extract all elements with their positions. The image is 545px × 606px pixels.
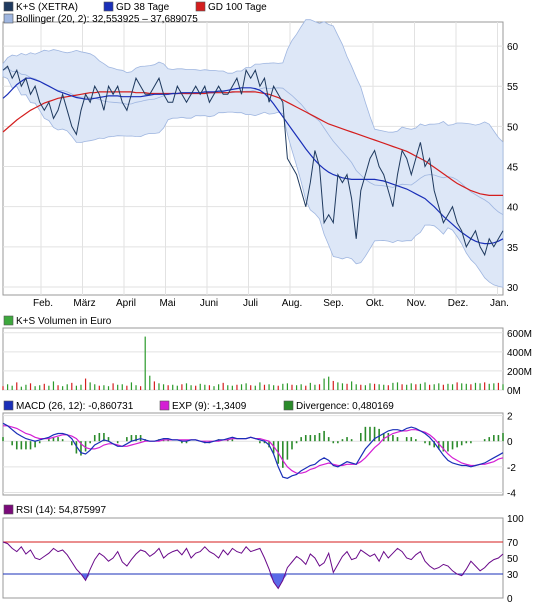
- rsi-y-tick-0: 0: [507, 594, 513, 605]
- price-month-label-5: Juli: [243, 298, 258, 309]
- volume-y-tick-3: 600M: [507, 329, 532, 340]
- rsi-panel-frame: [2, 517, 504, 599]
- rsi-y-tick-3: 70: [507, 538, 519, 549]
- price-month-label-0: Feb.: [33, 298, 53, 309]
- bollinger-band: [2, 19, 504, 288]
- price-legend-label-1: GD 38 Tage: [116, 2, 170, 13]
- price-legend-label-2: GD 100 Tage: [208, 2, 267, 13]
- gd38-line: [2, 77, 504, 245]
- rsi-y-tick-1: 30: [507, 570, 519, 581]
- price-month-label-6: Aug.: [282, 298, 303, 309]
- macd-y-tick-2: 0: [507, 437, 513, 448]
- volume-y-tick-0: 0M: [507, 386, 521, 397]
- rsi-legend-swatch-0: [3, 504, 14, 515]
- price-month-label-3: Mai: [159, 298, 175, 309]
- price-y-tick-5: 55: [507, 82, 519, 93]
- macd-legend-swatch-1: [159, 400, 170, 411]
- bollinger-middle: [2, 67, 504, 216]
- price-month-label-11: Jan.: [490, 298, 509, 309]
- price-y-tick-3: 45: [507, 163, 519, 174]
- macd-legend-swatch-0: [3, 400, 14, 411]
- volume-panel-frame: [2, 327, 504, 391]
- price-month-label-2: April: [116, 298, 136, 309]
- price-month-label-8: Okt.: [366, 298, 384, 309]
- rsi-legend-label-0: RSI (14): 54,875997: [16, 505, 106, 516]
- macd-y-tick-1: -2: [507, 463, 516, 474]
- rsi-line: [2, 541, 504, 590]
- bollinger-legend-label-0: Bollinger (20, 2): 32,553925 – 37,689075: [16, 14, 198, 25]
- macd-legend-label-1: EXP (9): -1,3409: [172, 401, 247, 412]
- price-y-tick-2: 40: [507, 203, 519, 214]
- price-legend-label-0: K+S (XETRA): [16, 2, 78, 13]
- price-y-tick-1: 35: [507, 243, 519, 254]
- price-month-label-7: Sep.: [323, 298, 344, 309]
- volume-legend-swatch-0: [3, 315, 14, 326]
- price-month-label-1: März: [73, 298, 95, 309]
- price-y-tick-4: 50: [507, 122, 519, 133]
- volume-y-tick-2: 400M: [507, 348, 532, 359]
- price-legend-swatch-2: [195, 1, 206, 12]
- macd-legend-label-0: MACD (26, 12): -0,860731: [16, 401, 134, 412]
- price-legend-swatch-0: [3, 1, 14, 12]
- price-line: [2, 65, 504, 257]
- volume-y-tick-1: 200M: [507, 367, 532, 378]
- macd-y-tick-3: 2: [507, 412, 513, 423]
- rsi-y-tick-4: 100: [507, 514, 524, 525]
- price-month-label-4: Juni: [200, 298, 218, 309]
- price-month-label-9: Nov.: [407, 298, 427, 309]
- macd-line: [2, 422, 504, 479]
- gd100-line: [2, 91, 503, 196]
- price-legend-swatch-1: [103, 1, 114, 12]
- macd-y-tick-0: -4: [507, 488, 516, 499]
- macd-panel-frame: [2, 412, 504, 496]
- macd-legend-label-2: Divergence: 0,480169: [296, 401, 394, 412]
- macd-legend-swatch-2: [283, 400, 294, 411]
- price-month-label-10: Dez.: [448, 298, 469, 309]
- volume-legend-label-0: K+S Volumen in Euro: [16, 316, 112, 327]
- price-y-tick-0: 30: [507, 283, 519, 294]
- price-y-tick-6: 60: [507, 42, 519, 53]
- bollinger-legend-swatch-0: [3, 13, 14, 24]
- rsi-y-tick-2: 50: [507, 554, 519, 565]
